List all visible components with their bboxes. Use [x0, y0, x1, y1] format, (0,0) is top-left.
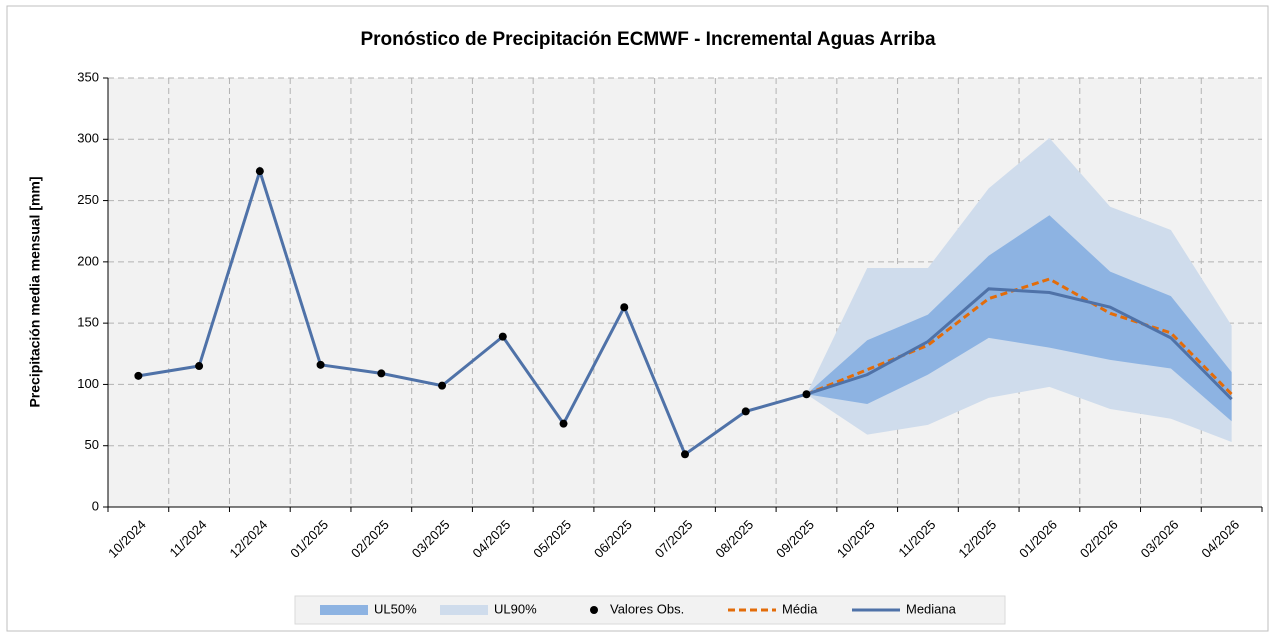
- data-point: [255, 167, 264, 176]
- y-tick-label: 250: [77, 192, 99, 207]
- legend-label: Média: [782, 601, 818, 616]
- data-point: [741, 407, 750, 416]
- data-point: [681, 450, 689, 459]
- y-tick-label: 100: [77, 376, 99, 391]
- data-point: [438, 381, 447, 390]
- y-tick-label: 150: [77, 315, 99, 330]
- data-point: [559, 419, 568, 428]
- data-point: [620, 303, 629, 312]
- legend-swatch: [320, 605, 368, 615]
- legend-label: UL50%: [374, 601, 417, 616]
- data-point: [195, 362, 204, 371]
- legend-label: Mediana: [906, 601, 957, 616]
- data-point: [498, 332, 507, 341]
- y-tick-label: 50: [85, 437, 99, 452]
- y-tick-label: 300: [77, 131, 99, 146]
- data-point: [134, 371, 143, 380]
- data-point: [377, 369, 386, 378]
- y-tick-label: 200: [77, 253, 99, 268]
- chart-title: Pronóstico de Precipitación ECMWF - Incr…: [360, 29, 935, 50]
- y-axis-label: Precipitación media mensual [mm]: [27, 176, 43, 407]
- y-tick-label: 0: [92, 498, 99, 513]
- legend-swatch: [590, 606, 598, 614]
- legend-swatch: [440, 605, 488, 615]
- band-area: [806, 215, 1232, 422]
- data-point: [802, 390, 811, 399]
- legend-label: Valores Obs.: [610, 601, 684, 616]
- y-tick-label: 350: [77, 69, 99, 84]
- data-point: [316, 360, 325, 369]
- legend-label: UL90%: [494, 601, 537, 616]
